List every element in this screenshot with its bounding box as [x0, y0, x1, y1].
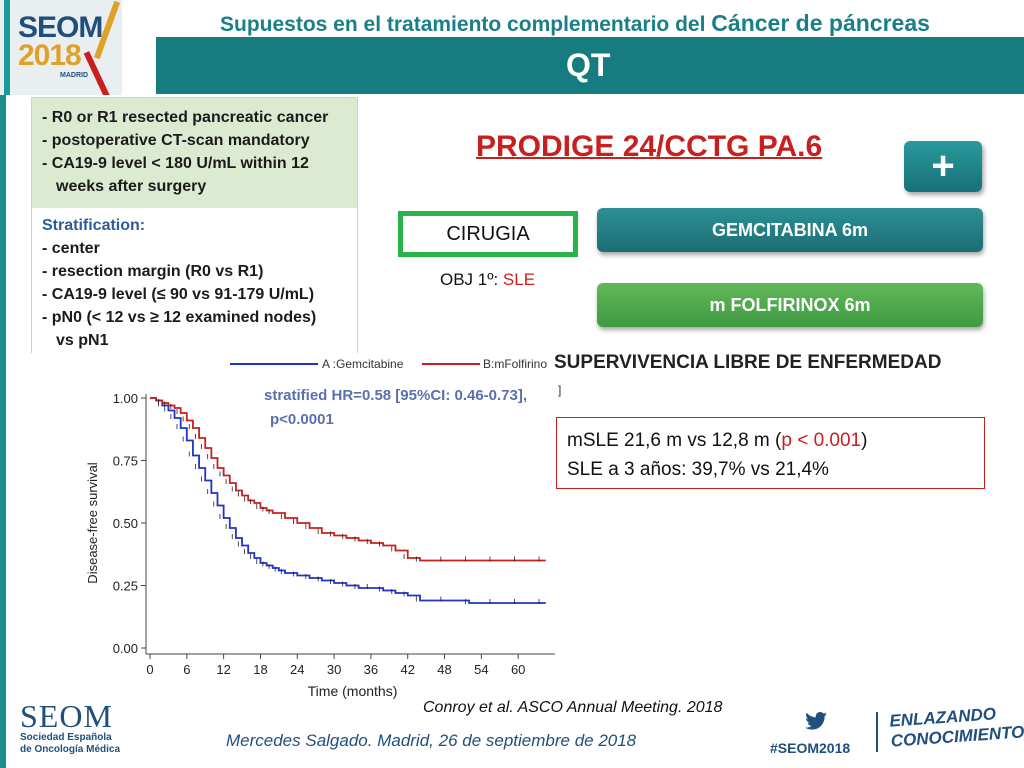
left-accent-bar	[0, 95, 6, 768]
seom-wordmark: SEOM	[20, 698, 113, 734]
seom-2018-logo: SEOM 2018 MADRID	[0, 0, 122, 95]
criteria-line: - R0 or R1 resected pancreatic cancer	[42, 109, 329, 126]
hashtag: #SEOM2018	[770, 740, 851, 756]
x-tick-label: 12	[216, 662, 230, 677]
mfolfirinox-curve	[150, 397, 546, 562]
section-title: QT	[566, 47, 611, 83]
x-tick-label: 36	[364, 662, 378, 677]
slide-subtitle: Supuestos en el tratamiento complementar…	[220, 10, 930, 37]
logo-city: MADRID	[60, 72, 88, 79]
section-banner: QT	[156, 37, 1024, 94]
citation: Conroy et al. ASCO Annual Meeting. 2018	[423, 699, 723, 716]
legend-label: B:mFolfirino	[483, 357, 547, 371]
stratification-line: - center	[42, 240, 100, 257]
eligibility-list: - R0 or R1 resected pancreatic cancer - …	[32, 98, 357, 208]
y-tick-label: 1.00	[113, 391, 138, 406]
stratification-list: Stratification: - center - resection mar…	[32, 208, 357, 358]
y-tick-label: 0.00	[113, 641, 138, 656]
x-tick-label: 6	[183, 662, 190, 677]
legend-label: A :Gemcitabine	[322, 357, 404, 371]
tagline: ENLAZANDO CONOCIMIENTO	[889, 702, 1024, 751]
footer-divider	[876, 712, 878, 752]
criteria-line: - CA19-9 level < 180 U/mL within 12	[42, 155, 309, 172]
twitter-icon	[805, 712, 827, 730]
logo-year: 2018	[18, 39, 82, 72]
result-line-1: mSLE 21,6 m vs 12,8 m (p < 0.001)	[567, 426, 974, 455]
trial-title: PRODIGE 24/CCTG PA.6	[476, 130, 823, 163]
logo-brand: SEOM	[18, 11, 103, 44]
seom-org-line1: Sociedad Española	[20, 732, 112, 743]
x-axis-label: Time (months)	[308, 683, 398, 699]
seom-org-line2: de Oncología Médica	[20, 744, 121, 755]
x-tick-label: 60	[511, 662, 525, 677]
y-axis-label: Disease-free survival	[85, 462, 100, 583]
p-annotation: p<0.0001	[270, 411, 334, 428]
criteria-line: - postoperative CT-scan mandatory	[42, 132, 310, 149]
x-tick-label: 18	[253, 662, 267, 677]
primary-objective: OBJ 1º: SLE	[440, 270, 535, 290]
p-value: p < 0.001	[781, 430, 862, 451]
x-tick-label: 48	[437, 662, 451, 677]
bracket-mark: ]	[558, 383, 562, 397]
criteria-line: weeks after surgery	[56, 178, 207, 195]
objective-prefix: OBJ 1º:	[440, 270, 503, 289]
arm-gemcitabine-button: GEMCITABINA 6m	[597, 208, 983, 252]
plus-button: +	[904, 141, 982, 192]
gemcitabine-curve	[150, 397, 546, 604]
stratification-title: Stratification:	[42, 217, 146, 234]
y-tick-label: 0.25	[113, 579, 138, 594]
footer-author: Mercedes Salgado. Madrid, 26 de septiemb…	[226, 731, 637, 750]
kaplan-meier-chart: 0.00 0.25 0.50 0.75 1.00 0 6 12 18 24 30 36 42 48 54 60…	[85, 357, 555, 699]
objective-value: SLE	[502, 270, 536, 289]
x-tick-label: 0	[146, 662, 153, 677]
result-line1-prefix: mSLE 21,6 m vs 12,8 m (	[567, 430, 782, 451]
subtitle-part1: Supuestos en el tratamiento complementar…	[220, 13, 706, 36]
eligibility-criteria-box: - R0 or R1 resected pancreatic cancer - …	[31, 97, 358, 358]
seom-society-logo: SEOM Sociedad Española de Oncología Médi…	[20, 700, 120, 756]
results-box: mSLE 21,6 m vs 12,8 m (p < 0.001) SLE a …	[556, 417, 985, 489]
hr-annotation: stratified HR=0.58 [95%CI: 0.46-0.73],	[264, 387, 527, 404]
stratification-line: - resection margin (R0 vs R1)	[42, 263, 264, 280]
result-line-2: SLE a 3 años: 39,7% vs 21,4%	[567, 459, 829, 480]
y-tick-label: 0.75	[113, 454, 138, 469]
x-tick-label: 54	[474, 662, 488, 677]
stratification-line: - pN0 (< 12 vs ≥ 12 examined nodes)	[42, 309, 317, 326]
x-tick-label: 24	[290, 662, 304, 677]
dfs-title: SUPERVIVENCIA LIBRE DE ENFERMEDAD	[554, 352, 942, 373]
y-tick-label: 0.50	[113, 516, 138, 531]
stratification-line: vs pN1	[56, 332, 109, 349]
x-tick-label: 42	[400, 662, 414, 677]
x-tick-label: 30	[327, 662, 341, 677]
result-line1-suffix: )	[861, 430, 868, 451]
arm-folfirinox-button: m FOLFIRINOX 6m	[597, 283, 983, 327]
surgery-box: CIRUGIA	[398, 211, 578, 257]
subtitle-part2: Cáncer de páncreas	[711, 10, 930, 36]
stratification-line: - CA19-9 level (≤ 90 vs 91-179 U/mL)	[42, 286, 315, 303]
